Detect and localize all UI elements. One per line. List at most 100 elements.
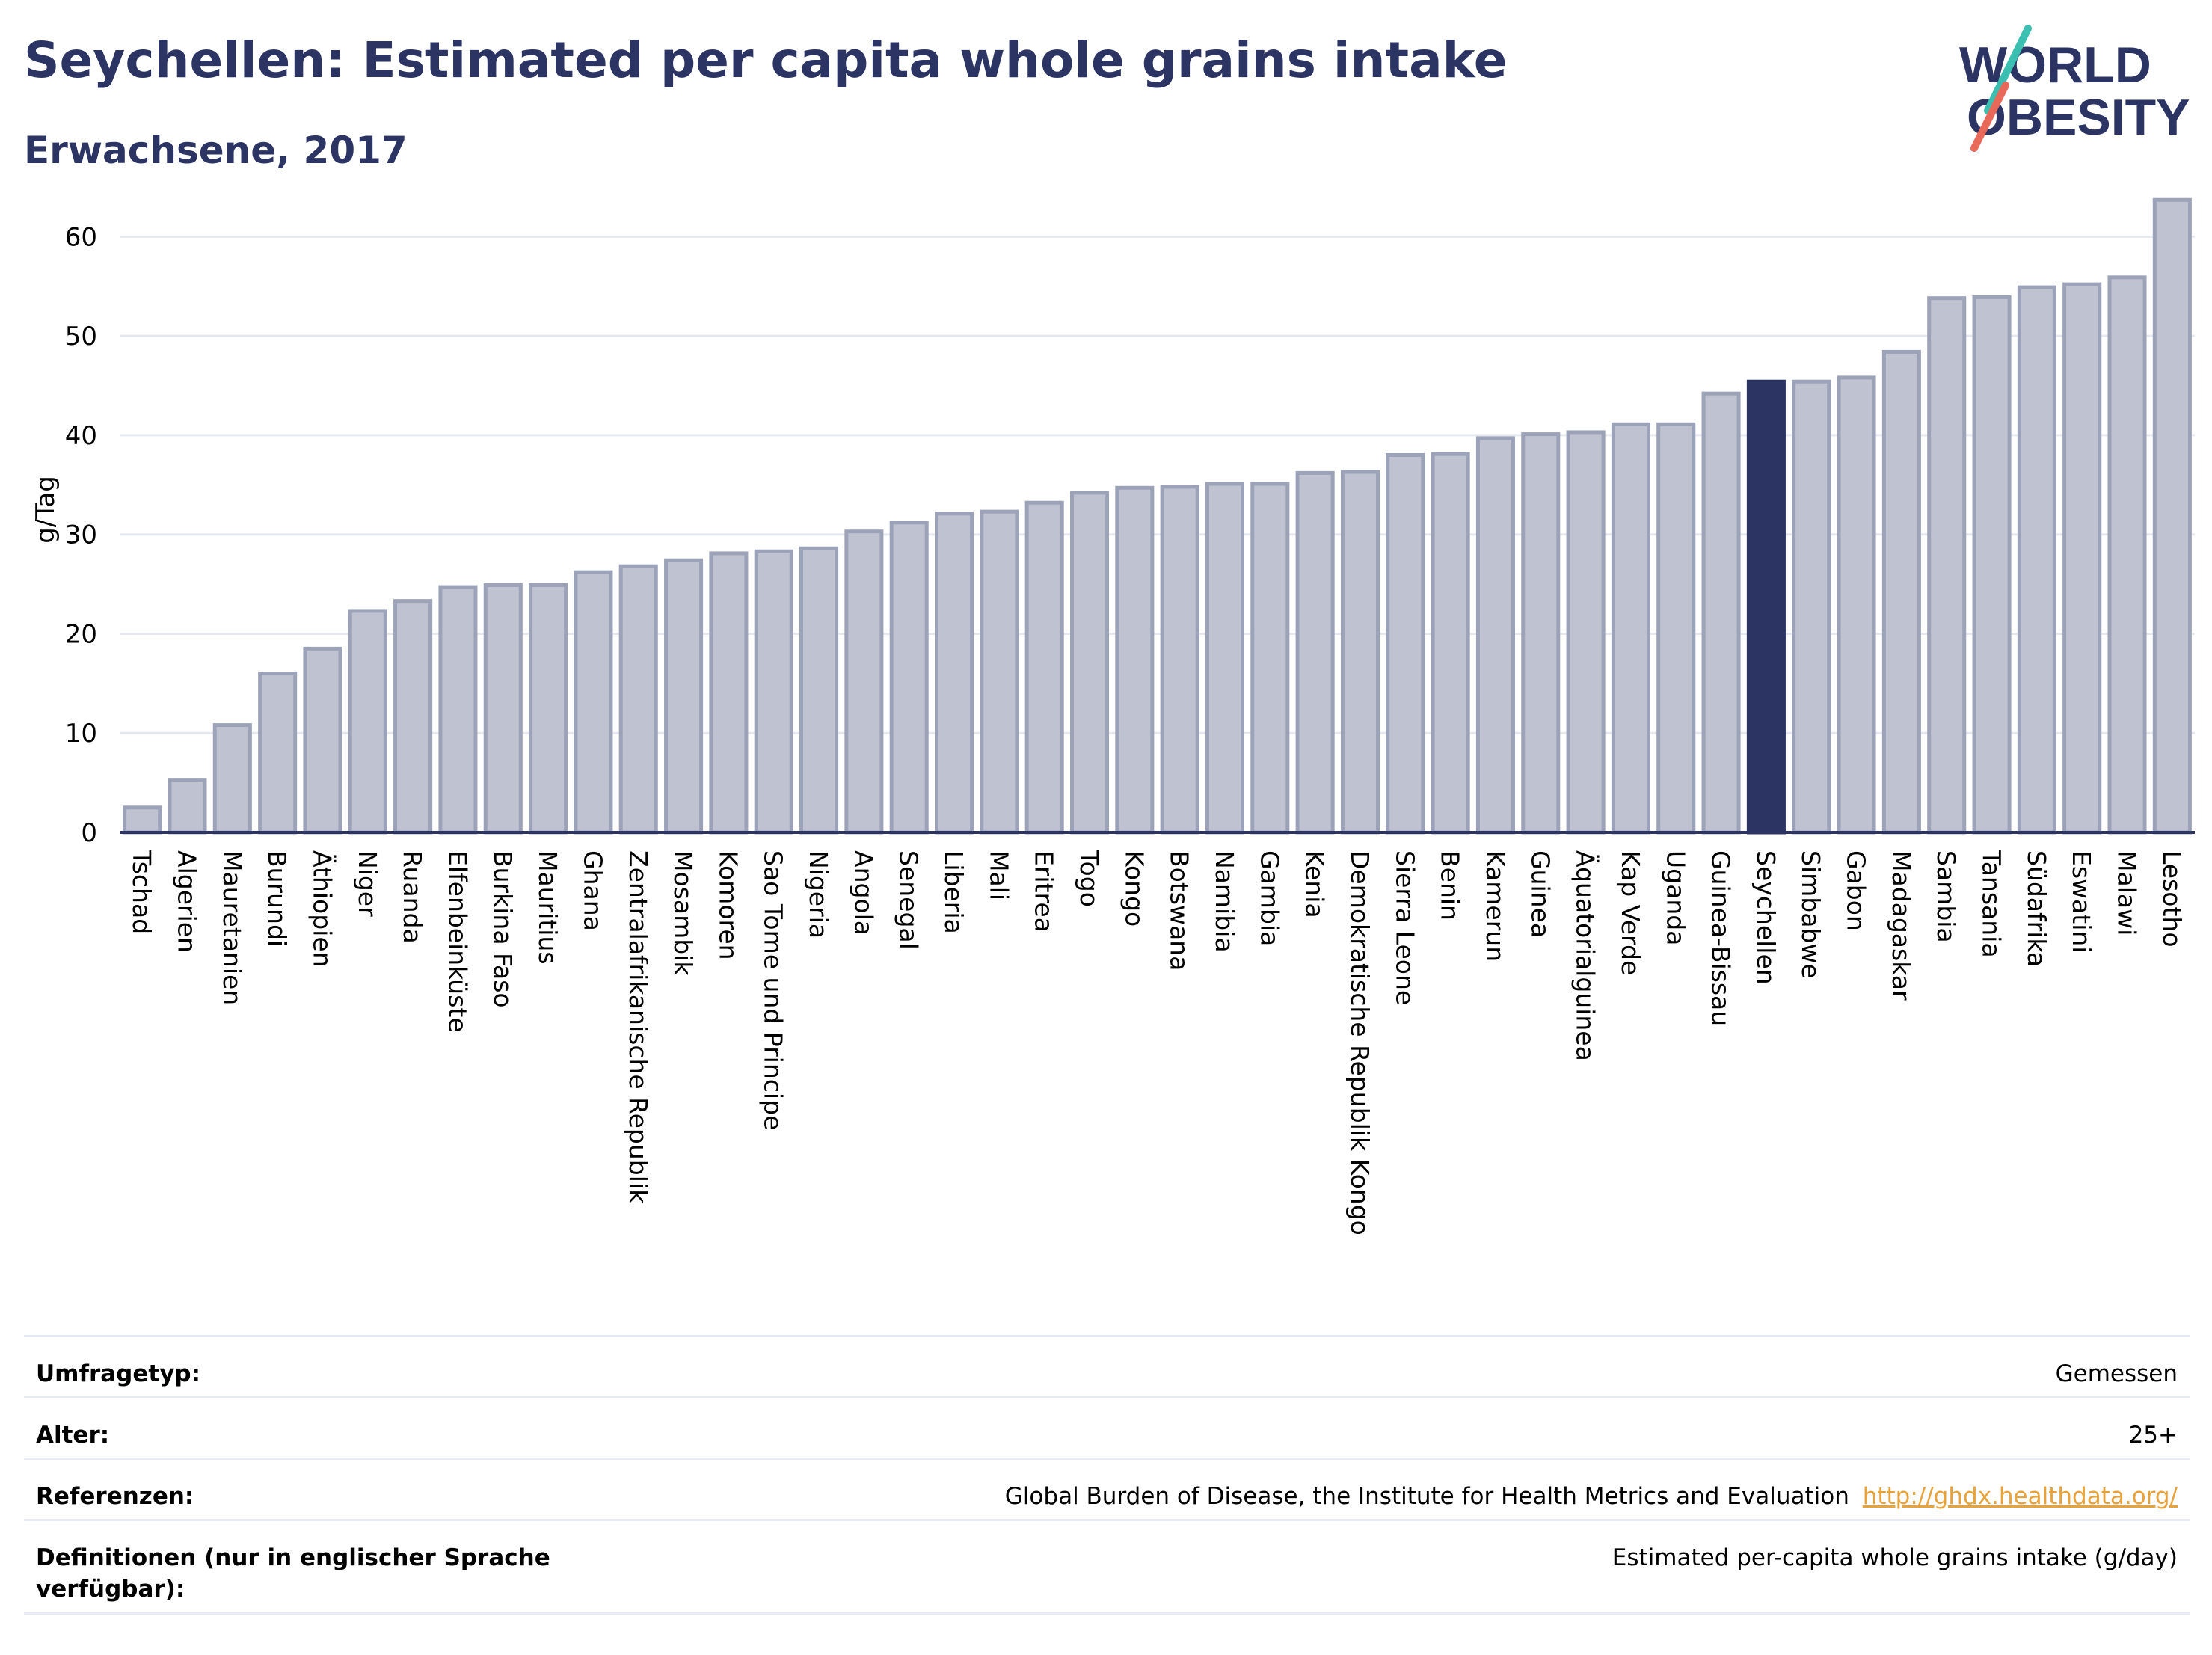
bar-burundi[interactable] [258,672,298,835]
x-tick-label: Togo [1075,850,1104,907]
info-label: Umfragetyp: [36,1360,200,1387]
bar-kongo[interactable] [1115,485,1155,835]
x-tick-label: Äthiopien [307,850,337,968]
x-tick-label: Guinea [1526,850,1555,938]
bar-sao-tome-und-principe[interactable] [754,549,793,835]
info-value: 25+ [2128,1422,2178,1449]
bar-togo[interactable] [1069,491,1110,835]
bar-ghana[interactable] [574,570,613,835]
y-axis-label: g/Tag [31,476,61,544]
reference-link[interactable]: http://ghdx.healthdata.org/ [1862,1483,2178,1510]
x-tick-label: Simbabwe [1796,850,1825,979]
info-value: Estimated per-capita whole grains intake… [1612,1544,2178,1571]
x-tick-label: Mali [984,850,1013,900]
bar-ruanda[interactable] [393,599,433,835]
bar-kap-verde[interactable] [1611,422,1650,835]
bar-mauritius[interactable] [529,583,568,835]
bar-eritrea[interactable] [1024,500,1064,835]
x-tick-label: Ruanda [398,850,427,944]
y-tick-label: 0 [81,818,97,848]
bar-nigeria[interactable] [799,546,839,835]
bar-guinea-bissau[interactable] [1701,391,1741,835]
bar-komoren[interactable] [709,551,749,835]
y-tick-label: 20 [65,619,97,649]
bar-kamerun[interactable] [1475,436,1515,835]
info-label: Referenzen: [36,1483,194,1510]
x-tick-label: Südafrika [2022,850,2051,967]
y-tick-label: 30 [65,521,97,550]
x-tick-label: Sao Tome und Principe [759,850,788,1130]
bar-mosambik[interactable] [664,558,704,835]
bar-elfenbeinküste[interactable] [438,585,478,835]
bar-lesotho[interactable] [2152,197,2192,835]
bar-südafrika[interactable] [2017,285,2056,835]
x-tick-label: Algerien [172,850,201,953]
bar-sierra-leone[interactable] [1386,452,1425,835]
x-tick-label: Guinea-Bissau [1706,850,1736,1026]
logo-line2: OBESITY [1967,89,2190,146]
bar-angola[interactable] [844,529,884,835]
chart-title: Seychellen: Estimated per capita whole g… [24,31,1508,89]
bar-liberia[interactable] [935,512,974,835]
bar-äthiopien[interactable] [303,646,342,835]
x-tick-label: Komoren [713,850,743,960]
logo-slash-teal [1984,25,2032,114]
bar-algerien[interactable] [168,778,207,835]
info-label: Alter: [36,1422,110,1449]
bar-zentralafrikanische-republik[interactable] [618,564,658,835]
info-value: Global Burden of Disease, the Institute … [1005,1481,2190,1512]
x-tick-label: Gabon [1842,850,1871,931]
x-tick-label: Tansania [1977,850,2006,958]
bar-burkina-faso[interactable] [483,583,523,835]
bar-malawi[interactable] [2107,275,2147,835]
bar-senegal[interactable] [889,521,929,835]
bar-botswana[interactable] [1160,485,1199,835]
x-tick-label: Sierra Leone [1390,850,1419,1005]
bar-niger[interactable] [348,609,387,835]
bar-gabon[interactable] [1837,375,1876,835]
x-tick-label: Kongo [1119,850,1149,927]
logo-slash-coral [1970,82,2009,152]
x-tick-label: Angola [849,850,878,936]
info-label: Definitionen (nur in englischer Sprache … [36,1544,550,1603]
bar-guinea[interactable] [1521,432,1561,835]
bar-mauretanien[interactable] [212,723,252,835]
bar-namibia[interactable] [1205,482,1245,835]
x-tick-label: Mosambik [669,850,698,976]
logo-line1: WORLD [1959,37,2151,93]
bar-sambia[interactable] [1927,296,1967,835]
x-tick-labels: Tschad Algerien Mauretanien Burundi Äthiopie… [127,850,2187,1235]
bar-demokratische-republik-kongo[interactable] [1340,470,1380,835]
world-obesity-logo: WORLD OBESITY [1959,25,2190,152]
x-tick-label: Demokratische Republik Kongo [1345,850,1374,1235]
x-tick-label: Mauritius [533,850,562,965]
y-tick-label: 50 [65,322,97,351]
bar-tansania[interactable] [1972,295,2012,835]
y-tick-label: 40 [65,421,97,451]
x-tick-label: Kenia [1300,850,1330,918]
bar-gambia[interactable] [1250,482,1290,835]
bar-seychellen[interactable] [1746,379,1786,835]
x-tick-label: Seychellen [1751,850,1781,985]
info-table: Umfragetyp: Gemessen Alter: 25+ Referenz… [24,1335,2190,1615]
bar-kenia[interactable] [1295,470,1335,835]
bar-mali[interactable] [980,509,1019,835]
x-tick-label: Sambia [1932,850,1961,943]
x-tick-label: Namibia [1210,850,1239,953]
x-tick-label: Uganda [1661,850,1690,945]
bar-benin[interactable] [1431,452,1470,835]
bar-chart: 0 10 20 30 40 50 60 g/Tag Tschad Algerien Mauret… [31,197,2195,1235]
info-row-definitions: Definitionen (nur in englischer Sprache … [24,1519,2190,1615]
bar-uganda[interactable] [1656,422,1696,835]
bar-eswatini[interactable] [2062,282,2102,835]
x-tick-label: Kap Verde [1616,850,1645,975]
x-tick-label: Malawi [2113,850,2142,936]
x-tick-label: Senegal [894,850,924,950]
bar-madagaskar[interactable] [1881,349,1921,835]
bar-simbabwe[interactable] [1792,379,1831,835]
info-row-survey-type: Umfragetyp: Gemessen [24,1335,2190,1396]
bar-äquatorialguinea[interactable] [1566,430,1606,835]
bar-tschad[interactable] [123,805,162,835]
x-tick-label: Burundi [262,850,292,947]
x-tick-label: Tschad [127,850,156,934]
